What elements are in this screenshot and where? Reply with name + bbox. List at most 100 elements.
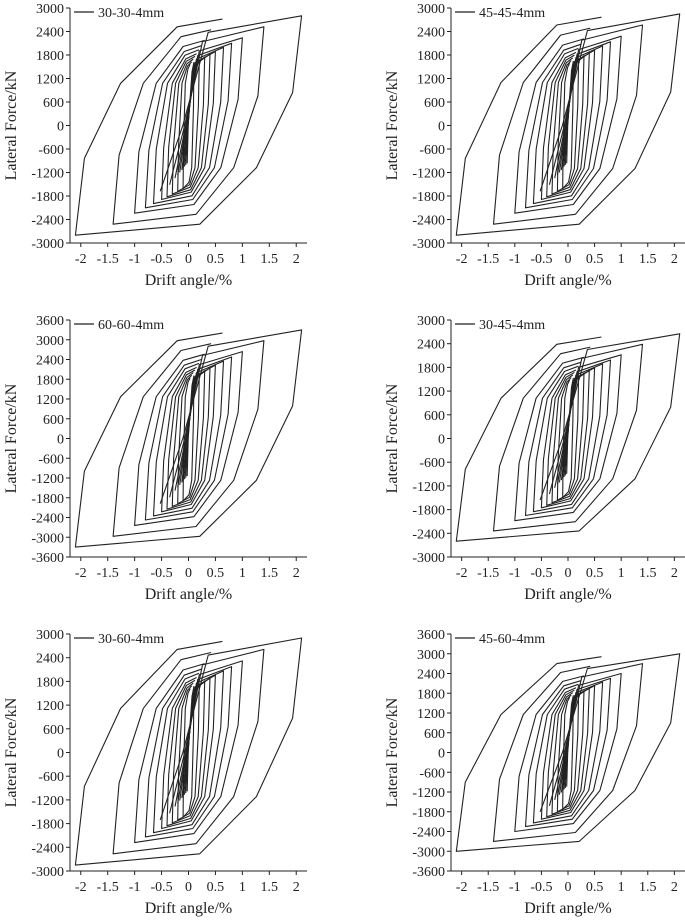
x-tick-label: -1 — [129, 566, 141, 581]
x-tick-label: -2 — [456, 566, 468, 581]
x-tick-label: 2 — [293, 566, 300, 581]
y-tick-label: 0 — [57, 433, 64, 448]
hysteresis-loop — [112, 648, 265, 855]
y-tick-label: -2400 — [412, 214, 445, 229]
y-tick-label: 3000 — [417, 314, 445, 329]
x-tick-label: -1 — [129, 880, 141, 895]
x-tick-label: -0.5 — [530, 566, 552, 581]
x-tick-label: 1 — [618, 252, 625, 267]
x-axis-label: Drift angle/% — [524, 272, 612, 289]
x-tick-label: -0.5 — [530, 880, 552, 895]
y-tick-label: -2400 — [31, 512, 64, 527]
x-tick-label: 1.5 — [261, 880, 279, 895]
x-tick-label: 1 — [618, 880, 625, 895]
y-tick-label: 1800 — [417, 361, 445, 376]
y-axis-label: Lateral Force/kN — [3, 70, 20, 180]
x-tick-label: -2 — [75, 566, 87, 581]
y-tick-label: -1200 — [412, 480, 445, 495]
x-tick-label: -1.5 — [97, 880, 119, 895]
y-tick-label: 3000 — [36, 2, 64, 17]
y-tick-label: 1200 — [417, 385, 445, 400]
y-axis-label: Lateral Force/kN — [384, 70, 401, 180]
hysteresis-loop — [134, 37, 243, 214]
x-tick-label: 0 — [185, 566, 192, 581]
y-tick-label: -3600 — [412, 865, 445, 880]
x-tick-label: 0.5 — [586, 252, 604, 267]
y-tick-label: -600 — [419, 456, 445, 471]
y-axis-label: Lateral Force/kN — [3, 383, 20, 493]
x-tick-label: -2 — [456, 880, 468, 895]
hysteresis-loop — [455, 333, 681, 542]
y-tick-label: 2400 — [36, 652, 64, 667]
y-tick-label: -2400 — [412, 527, 445, 542]
y-tick-label: 1200 — [36, 699, 64, 714]
hysteresis-loop — [492, 343, 644, 532]
y-tick-label: 0 — [438, 433, 445, 448]
chart-panel-45-45-4mm: 3000 2400 1800 1200 600 0 -600 -1200 -1800 -2400 -… — [384, 2, 685, 289]
y-tick-label: -1800 — [31, 190, 64, 205]
y-tick-label: 3600 — [417, 628, 445, 643]
y-tick-label: -3000 — [412, 845, 445, 860]
x-tick-label: -1.5 — [477, 566, 499, 581]
x-tick-label: 0 — [565, 880, 572, 895]
x-tick-label: 2 — [293, 252, 300, 267]
y-tick-label: -1800 — [412, 806, 445, 821]
y-tick-label: 600 — [424, 727, 445, 742]
y-tick-label: 3000 — [417, 2, 445, 17]
x-tick-label: -1 — [509, 252, 521, 267]
y-tick-label: 3000 — [36, 334, 64, 349]
hysteresis-loop — [514, 35, 622, 214]
y-tick-label: -1800 — [412, 190, 445, 205]
y-axis-label: Lateral Force/kN — [384, 697, 401, 807]
legend-label: 45-60-4mm — [479, 632, 545, 647]
x-tick-label: 2 — [671, 566, 678, 581]
chart-panel-45-60-4mm: 3600 3000 2400 1800 1200 600 0 -600 -1200 -1800 -2… — [384, 628, 685, 917]
x-tick-label: 0 — [565, 566, 572, 581]
x-tick-label: -2 — [75, 252, 87, 267]
y-axis-label: Lateral Force/kN — [3, 697, 20, 807]
x-tick-label: -0.5 — [150, 880, 172, 895]
x-tick-label: -1.5 — [97, 566, 119, 581]
y-tick-label: 600 — [43, 413, 64, 428]
y-tick-label: -600 — [38, 143, 64, 158]
y-tick-label: -3000 — [412, 237, 445, 252]
y-tick-label: 600 — [424, 409, 445, 424]
x-tick-label: 0.5 — [586, 880, 604, 895]
y-tick-label: 2400 — [36, 354, 64, 369]
chart-panel-30-60-4mm: 3000 2400 1800 1200 600 0 -600 -1200 -1800 -2400 -… — [3, 628, 307, 917]
x-tick-label: -1.5 — [477, 880, 499, 895]
x-tick-label: 1.5 — [639, 880, 657, 895]
y-tick-label: 1800 — [417, 687, 445, 702]
y-tick-label: 1200 — [417, 707, 445, 722]
y-tick-label: 3600 — [36, 314, 64, 329]
y-tick-label: 600 — [424, 96, 445, 111]
hysteresis-loop — [112, 340, 265, 537]
x-axis-label: Drift angle/% — [145, 272, 233, 289]
legend-label: 30-30-4mm — [98, 6, 164, 21]
y-tick-label: 1800 — [417, 49, 445, 64]
legend-label: 30-45-4mm — [479, 318, 545, 333]
y-tick-label: -2400 — [31, 214, 64, 229]
y-tick-label: -3000 — [31, 865, 64, 880]
y-tick-label: 600 — [43, 96, 64, 111]
y-tick-label: 3000 — [36, 628, 64, 643]
x-axis-label: Drift angle/% — [524, 900, 612, 917]
x-tick-label: -2 — [75, 880, 87, 895]
x-tick-label: 1 — [239, 880, 246, 895]
y-tick-label: 2400 — [417, 668, 445, 683]
x-tick-label: -1.5 — [97, 252, 119, 267]
legend-label: 45-45-4mm — [479, 6, 545, 21]
x-tick-label: 0 — [565, 252, 572, 267]
y-tick-label: 1200 — [36, 393, 64, 408]
x-axis-label: Drift angle/% — [145, 900, 233, 917]
hysteresis-loop — [455, 13, 681, 236]
y-tick-label: -600 — [419, 766, 445, 781]
x-tick-label: -1 — [509, 566, 521, 581]
y-axis-label: Lateral Force/kN — [384, 383, 401, 493]
x-axis-label: Drift angle/% — [145, 586, 233, 603]
y-tick-label: 2400 — [417, 338, 445, 353]
y-tick-label: -1800 — [31, 492, 64, 507]
x-tick-label: 0 — [185, 252, 192, 267]
y-tick-label: -3600 — [31, 551, 64, 566]
